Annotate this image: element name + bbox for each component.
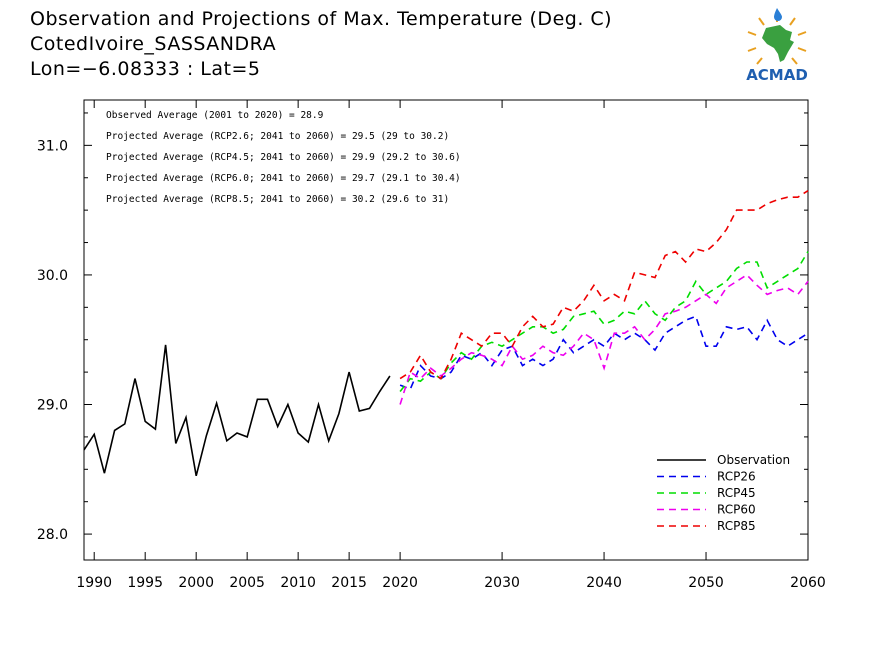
legend-label: RCP60: [717, 503, 756, 517]
plot-frame: [83, 99, 809, 561]
acmad-logo: ACMAD: [736, 8, 818, 84]
station-coordinates: Lon=−6.08333 : Lat=5: [30, 58, 261, 80]
x-tick-label: 2020: [382, 575, 418, 591]
axis-ticks: 1990 1995 2000 2005 2010 2015 2020 2030 2040 2050…: [37, 100, 826, 591]
legend: Observation RCP26 RCP45 RCP60 RCP85: [657, 453, 790, 533]
chart-title: Observation and Projections of Max. Temp…: [30, 8, 613, 30]
legend-label: RCP85: [717, 519, 756, 533]
x-tick-label: 2010: [280, 575, 316, 591]
x-tick-label: 2030: [484, 575, 520, 591]
series-lines: [83, 190, 809, 476]
x-tick-label: 2040: [586, 575, 622, 591]
stats-line: Projected Average (RCP2.6; 2041 to 2060)…: [106, 131, 449, 142]
legend-label: RCP45: [717, 486, 756, 500]
africa-sun-logo-icon: ACMAD: [746, 8, 808, 84]
x-tick-label: 1995: [127, 575, 163, 591]
x-tick-label: 2000: [178, 575, 214, 591]
series-line-observation: [83, 344, 391, 476]
y-tick-label: 28.0: [37, 527, 68, 543]
station-name: CotedIvoire_SASSANDRA: [30, 33, 277, 55]
series-line-rcp26: [399, 315, 809, 391]
stats-line: Projected Average (RCP8.5; 2041 to 2060)…: [106, 194, 449, 205]
y-tick-label: 30.0: [37, 268, 68, 284]
series-line-rcp45: [399, 251, 809, 392]
x-tick-label: 2060: [790, 575, 826, 591]
y-tick-label: 29.0: [37, 398, 68, 414]
logo-text: ACMAD: [746, 66, 808, 84]
y-tick-label: 31.0: [37, 138, 68, 154]
stats-line: Projected Average (RCP4.5; 2041 to 2060)…: [106, 152, 461, 163]
x-tick-label: 2050: [688, 575, 724, 591]
stats-block: Observed Average (2001 to 2020) = 28.9 Pr…: [106, 110, 461, 205]
x-tick-label: 2015: [331, 575, 367, 591]
legend-label: Observation: [717, 453, 790, 467]
x-tick-label: 2005: [229, 575, 265, 591]
stats-line: Projected Average (RCP6.0; 2041 to 2060)…: [106, 173, 461, 184]
series-line-rcp85: [399, 190, 809, 380]
legend-label: RCP26: [717, 470, 756, 484]
stats-line: Observed Average (2001 to 2020) = 28.9: [106, 110, 324, 121]
series-line-rcp60: [399, 273, 809, 405]
x-tick-label: 1990: [76, 575, 112, 591]
